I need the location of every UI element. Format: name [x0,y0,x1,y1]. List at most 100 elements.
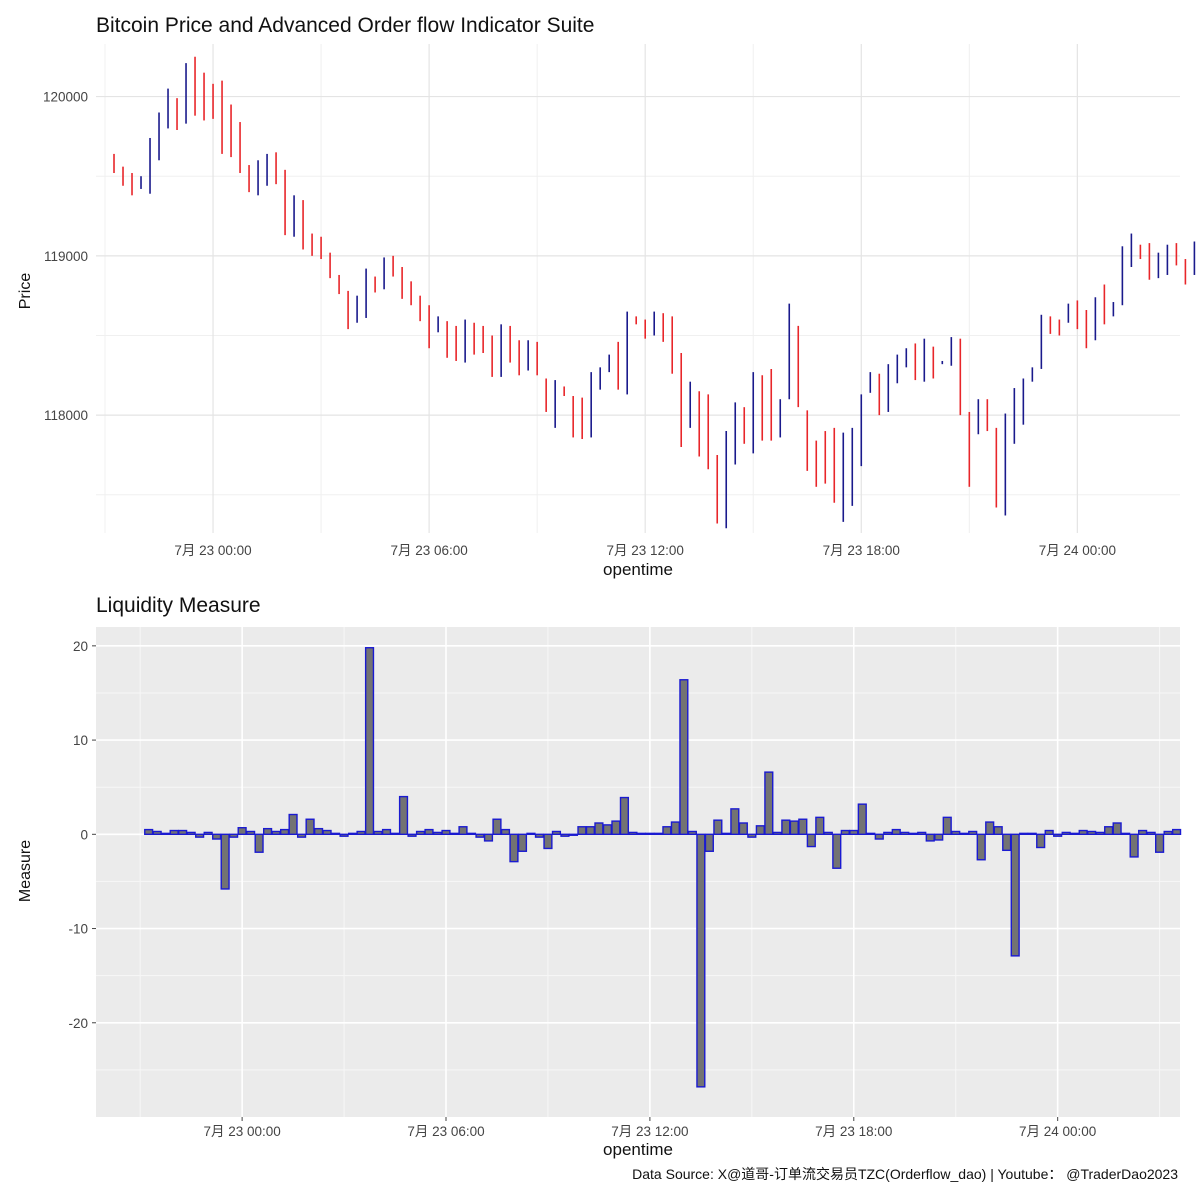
liquidity-bar [492,818,502,836]
liquidity-y-axis-label: Measure [17,839,34,903]
liquidity-bar [900,831,910,836]
liquidity-bar [772,831,782,836]
liquidity-y-tick-label: -10 [68,922,88,937]
liquidity-bar [373,830,383,836]
liquidity-bar [322,829,332,836]
liquidity-bar [475,833,485,838]
liquidity-bar [594,822,604,836]
liquidity-bar [1112,822,1122,836]
liquidity-bar [840,829,850,836]
liquidity-bar [653,832,663,836]
liquidity-y-tick-label: 10 [73,733,88,748]
liquidity-bar [424,828,434,836]
price-x-tick-label: 7月 24 00:00 [1039,543,1116,558]
liquidity-bar [1095,831,1105,836]
price-x-tick-label: 7月 23 00:00 [174,543,251,558]
liquidity-bar [738,822,748,836]
liquidity-bar [398,795,409,836]
liquidity-bar [891,828,901,836]
price-x-axis-label: opentime [603,560,673,579]
liquidity-bar [441,829,451,836]
price-panel: 118000 119000 120000 7月 23 00:00 7月 23 06:00… [43,44,1196,558]
liquidity-bar [908,832,918,836]
liquidity-bar [696,833,706,1088]
liquidity-bar [178,829,188,836]
liquidity-bar [466,832,477,836]
liquidity-bar [407,833,417,837]
liquidity-bar [993,826,1003,836]
liquidity-bar [704,833,714,852]
liquidity-bar [262,827,273,836]
liquidity-bar [313,827,324,836]
liquidity-bar [832,833,842,869]
liquidity-bar [1019,832,1029,836]
liquidity-x-tick-label: 7月 23 18:00 [815,1124,892,1139]
liquidity-bar [611,820,621,836]
liquidity-bar [415,830,426,836]
liquidity-bar [551,830,562,836]
liquidity-bar [849,829,859,836]
liquidity-bar [619,796,630,836]
liquidity-bar [1163,830,1173,836]
liquidity-bar [713,819,723,836]
liquidity-bar [161,832,171,836]
liquidity-y-tick-label: 0 [80,827,88,842]
liquidity-bar [212,833,222,840]
liquidity-bar [271,830,281,836]
liquidity-bar [246,830,256,836]
liquidity-bar [186,831,196,836]
liquidity-bar [1121,832,1131,836]
liquidity-bar [925,833,935,842]
price-x-tick-label: 7月 23 18:00 [823,543,900,558]
liquidity-bar [364,647,375,836]
liquidity-bar [1171,828,1182,836]
liquidity-bar [1146,831,1156,836]
price-x-tick-label: 7月 23 12:00 [607,543,684,558]
price-y-axis-label: Price [17,272,34,310]
liquidity-bar [806,833,816,848]
liquidity-bar [866,832,876,836]
liquidity-bar [543,833,553,850]
liquidity-bar [942,816,952,836]
liquidity-bar [815,816,825,836]
data-source-caption: Data Source: X@道哥-订单流交易员TZC(Orderflow_da… [632,1166,1178,1182]
liquidity-bar [1044,829,1054,836]
liquidity-bar [874,833,884,840]
price-x-tick-label: 7月 23 06:00 [390,543,467,558]
liquidity-bar [577,826,587,836]
liquidity-bar [432,831,443,836]
liquidity-panel: -20 -10 0 10 20 7月 23 00:00 7月 23 06:00 7月 23 1… [68,627,1182,1139]
liquidity-bar [1053,833,1063,837]
liquidity-bar [1070,832,1080,836]
liquidity-bar [458,826,468,836]
liquidity-bar [934,833,944,841]
liquidity-y-tick-label: -20 [68,1016,88,1031]
liquidity-bar [220,833,230,890]
liquidity-bar [857,803,867,836]
liquidity-bar [1129,833,1139,858]
liquidity-bar [347,832,358,836]
liquidity-bar [1138,829,1148,836]
liquidity-bar [1155,833,1165,853]
liquidity-bar [645,832,655,836]
liquidity-panel-background [96,627,1180,1117]
liquidity-x-tick-label: 7月 23 00:00 [203,1124,280,1139]
liquidity-x-tick-label: 7月 23 06:00 [407,1124,484,1139]
liquidity-bar [1027,832,1037,836]
liquidity-bar [636,832,647,836]
liquidity-bar [602,824,613,836]
liquidity-x-tick-label: 7月 24 00:00 [1019,1124,1096,1139]
liquidity-bar [1078,829,1088,836]
liquidity-bar [883,831,893,836]
price-chart-title: Bitcoin Price and Advanced Order flow In… [96,14,595,37]
liquidity-bar [959,832,969,836]
liquidity-bar [670,821,680,836]
liquidity-bar [517,833,528,852]
liquidity-bar [662,826,672,836]
liquidity-bar [279,828,290,836]
liquidity-bar [1087,830,1097,836]
liquidity-bar [296,833,307,838]
liquidity-bar [1002,833,1012,852]
liquidity-bar [1036,833,1046,849]
